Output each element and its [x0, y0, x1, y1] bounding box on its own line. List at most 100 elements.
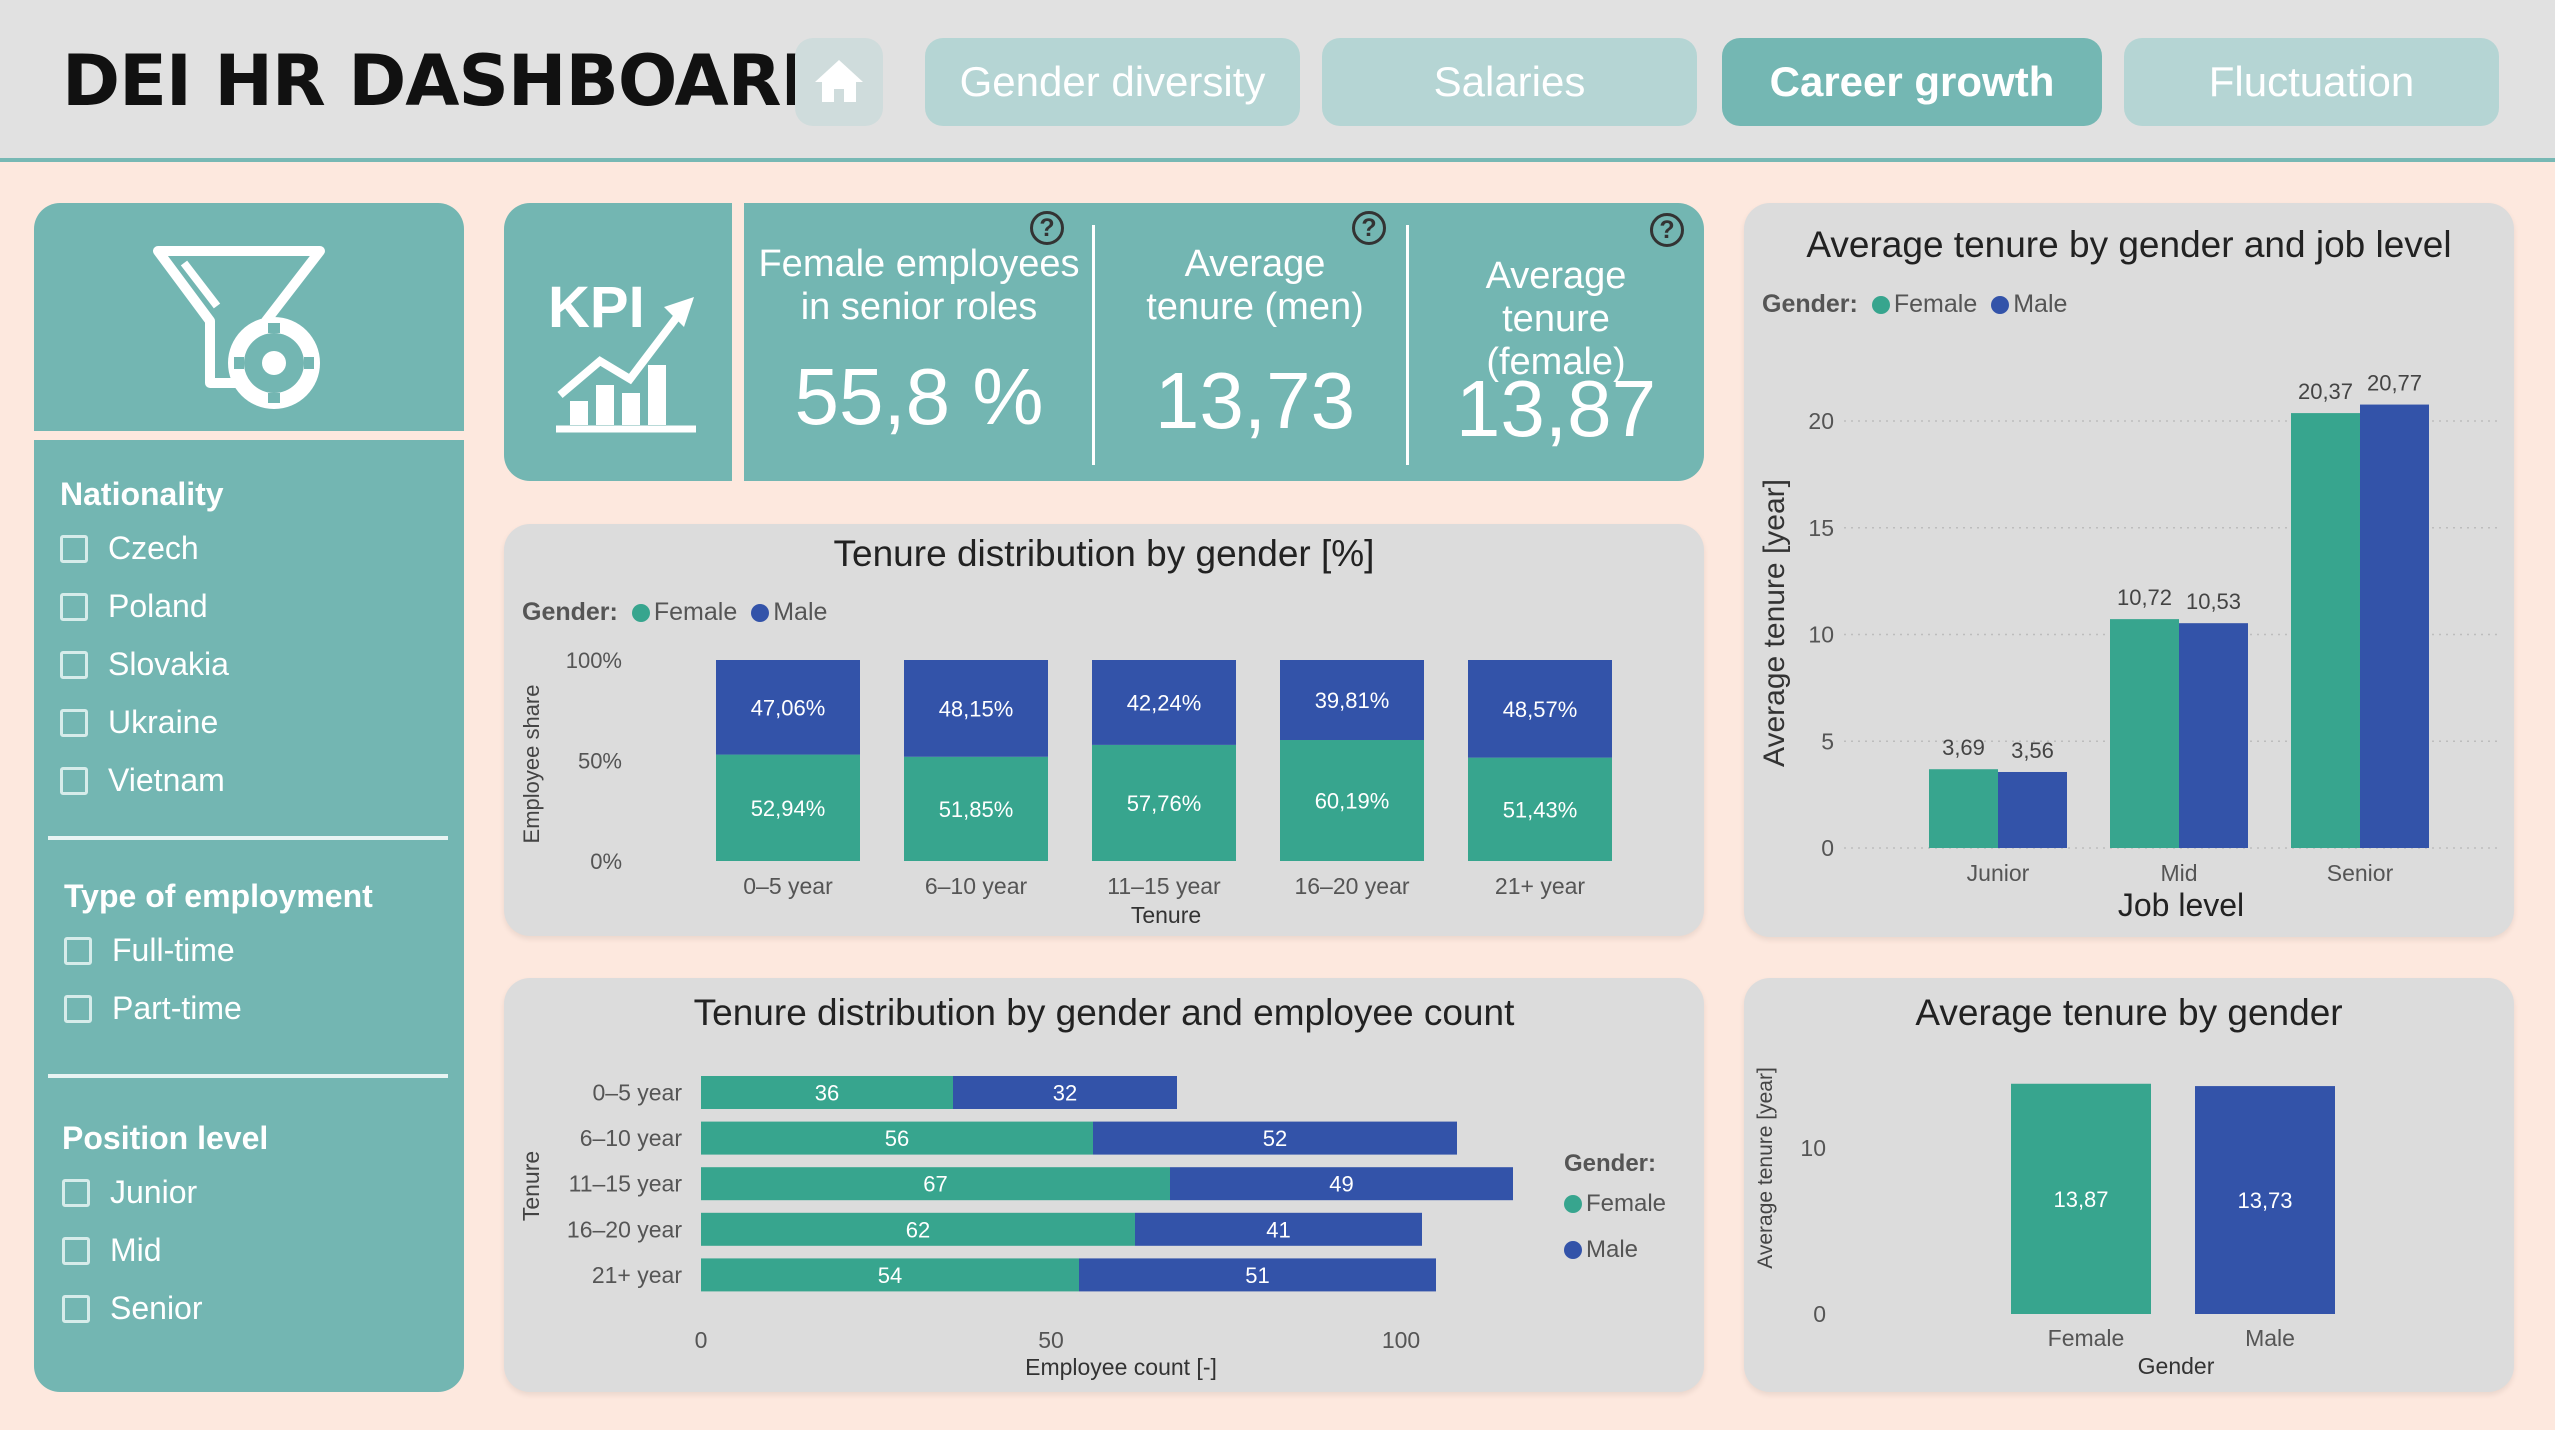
tab-career-growth[interactable]: Career growth: [1722, 38, 2102, 126]
help-icon[interactable]: ?: [1352, 211, 1386, 245]
kpi-value: 13,87: [1455, 364, 1657, 453]
data-label-male: 52: [1263, 1126, 1287, 1151]
checkbox-box[interactable]: [60, 534, 88, 563]
x-tick-label: 0: [695, 1327, 708, 1353]
y-tick-label: 5: [1821, 728, 1834, 754]
y-tick-label: 0–5 year: [592, 1080, 682, 1106]
checkbox-poland[interactable]: Poland: [60, 588, 208, 625]
legend-swatch-female: [631, 603, 650, 622]
checkbox-box[interactable]: [60, 708, 88, 737]
checkbox-box[interactable]: [64, 994, 92, 1023]
x-tick-label: 0–5 year: [743, 873, 833, 899]
x-tick-label: Mid: [2160, 860, 2197, 886]
y-tick-label: 0%: [590, 849, 622, 874]
bar-female: [701, 1121, 1093, 1155]
checkbox-box[interactable]: [60, 592, 88, 621]
checkbox-junior[interactable]: Junior: [62, 1174, 197, 1211]
data-label-female: 36: [815, 1081, 839, 1106]
chart-title: Tenure distribution by gender [%]: [833, 533, 1375, 574]
x-tick-label: 16–20 year: [1294, 873, 1409, 899]
data-label-male: 20,77: [2367, 371, 2422, 396]
checkbox-mid[interactable]: Mid: [62, 1232, 162, 1269]
y-axis-label: Tenure: [518, 1151, 544, 1221]
checkbox-label: Czech: [108, 530, 199, 566]
checkbox-box[interactable]: [62, 1294, 90, 1323]
x-axis-label: Job level: [2118, 887, 2244, 923]
filter-header: [34, 203, 464, 431]
data-label: 13,73: [2237, 1188, 2292, 1213]
legend-female: Female: [1586, 1190, 1667, 1217]
checkbox-label: Senior: [110, 1290, 203, 1326]
checkbox-box[interactable]: [64, 936, 92, 965]
y-axis-label: Employee share: [519, 685, 544, 844]
legend-swatch-female: [1564, 1195, 1582, 1213]
y-tick-label: 0: [1821, 835, 1834, 861]
tenure-gender-panel: Average tenure by gender 0 10 Average tenu…: [1744, 978, 2514, 1392]
legend-female: Female: [1893, 290, 1978, 318]
data-label-female: 67: [923, 1172, 947, 1197]
bar-male: [1079, 1258, 1436, 1292]
x-tick-label: Senior: [2327, 860, 2394, 886]
help-icon[interactable]: ?: [1650, 213, 1684, 247]
bar-female: [1468, 757, 1612, 861]
checkbox-part-time[interactable]: Part-time: [64, 990, 242, 1027]
chart-title: Tenure distribution by gender and employ…: [693, 992, 1515, 1033]
svg-text:KPI: KPI: [548, 275, 645, 340]
tenure-gender-chart: 0 10 Average tenure [year] 13,87 Female 13,73…: [1754, 1067, 2335, 1379]
checkbox-label: Ukraine: [108, 704, 219, 740]
checkbox-box[interactable]: [62, 1178, 90, 1207]
checkbox-full-time[interactable]: Full-time: [64, 932, 235, 969]
kpi-tenure-men: Average tenure (men) 13,73: [1096, 203, 1414, 481]
legend-swatch-male: [1564, 1241, 1582, 1259]
checkbox-box[interactable]: [60, 766, 88, 795]
chart-legend: Gender: Female Male: [522, 598, 841, 627]
data-label-male: 39,81%: [1315, 688, 1390, 713]
bar-female: [701, 1076, 953, 1109]
checkbox-slovakia[interactable]: Slovakia: [60, 646, 229, 683]
tab-fluctuation[interactable]: Fluctuation: [2124, 38, 2499, 126]
checkbox-ukraine[interactable]: Ukraine: [60, 704, 218, 741]
legend-male: Male: [1586, 1236, 1639, 1263]
bar-male: [953, 1076, 1177, 1109]
tenure-job-level-chart: 0 5 10 15 20 Average tenure [year] 3,69 3,56 Jun…: [1758, 371, 2500, 923]
kpi-tenure-female: Average tenure (female) 13,87: [1408, 203, 1704, 481]
x-tick-label: Male: [2245, 1325, 2295, 1351]
filter-divider: [48, 836, 448, 840]
y-axis-label: Average tenure [year]: [1754, 1067, 1777, 1269]
bar-male: [2179, 623, 2248, 848]
tab-salaries[interactable]: Salaries: [1322, 38, 1697, 126]
checkbox-vietnam[interactable]: Vietnam: [60, 762, 225, 799]
y-tick-label: 15: [1808, 515, 1834, 541]
legend-title: Gender:: [522, 598, 618, 626]
y-tick-label: 10: [1808, 622, 1834, 648]
kpi-separator: [1092, 225, 1095, 465]
data-label-female: 20,37: [2298, 379, 2353, 404]
legend-male: Male: [2013, 290, 2068, 318]
data-label: 13,87: [2053, 1187, 2108, 1212]
legend-title: Gender:: [1762, 290, 1858, 318]
data-label-male: 51: [1245, 1263, 1269, 1288]
data-label-female: 54: [878, 1263, 902, 1288]
legend-male: Male: [773, 598, 828, 626]
data-label-female: 52,94%: [751, 796, 826, 821]
chart-legend: Gender: Female Male: [1762, 290, 2081, 319]
tab-gender-diversity[interactable]: Gender diversity: [925, 38, 1300, 126]
bar-male: [1135, 1212, 1422, 1246]
home-button[interactable]: [795, 38, 883, 126]
x-tick-label: Female: [2048, 1325, 2125, 1351]
kpi-value: 13,73: [1154, 356, 1356, 445]
bar-male: [2360, 404, 2429, 848]
data-label-male: 10,53: [2186, 589, 2241, 614]
checkbox-czech[interactable]: Czech: [60, 530, 199, 567]
checkbox-box[interactable]: [60, 650, 88, 679]
y-tick-label: 16–20 year: [567, 1216, 682, 1242]
data-label-female: 51,43%: [1503, 797, 1578, 822]
bar-female: [2110, 619, 2179, 848]
bar-male: [1170, 1167, 1513, 1201]
data-label-male: 3,56: [2011, 738, 2054, 763]
nationality-filter-title: Nationality: [60, 476, 224, 512]
checkbox-box[interactable]: [62, 1236, 90, 1265]
x-tick-label: 100: [1382, 1327, 1420, 1353]
help-icon[interactable]: ?: [1030, 211, 1064, 245]
checkbox-senior[interactable]: Senior: [62, 1290, 203, 1327]
